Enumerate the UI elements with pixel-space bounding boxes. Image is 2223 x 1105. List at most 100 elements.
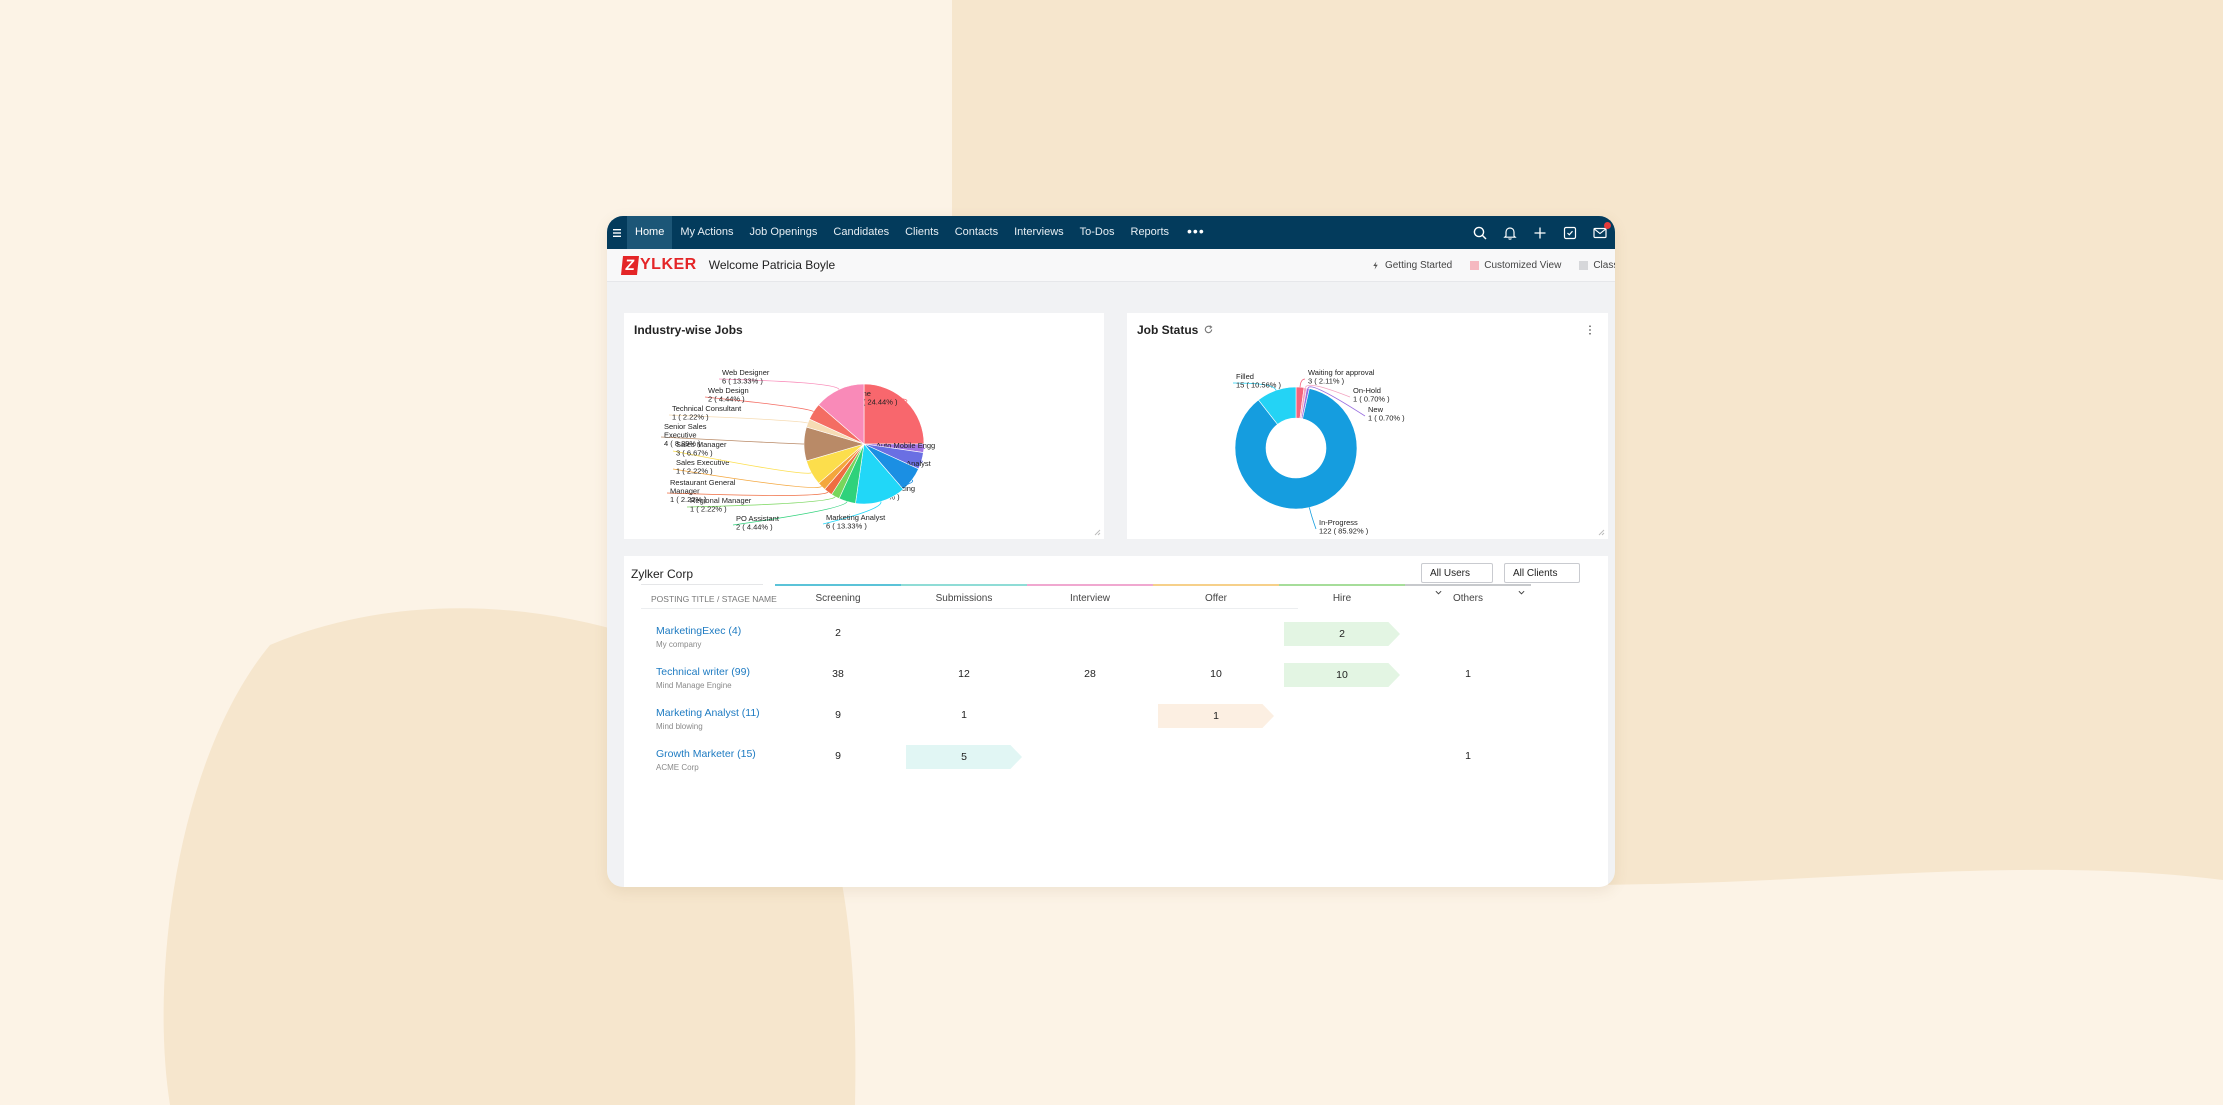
bell-icon[interactable] [1495,216,1525,249]
nav-candidates[interactable]: Candidates [833,226,890,238]
lightning-icon [1373,260,1378,270]
industry-label-po-assistant: PO Assistant [736,514,780,523]
getting-started-link[interactable]: Getting Started [1371,260,1452,271]
nav-clients[interactable]: Clients [905,226,939,238]
job-title-link[interactable]: MarketingExec (4) [656,625,742,637]
stage-highlight-submissions[interactable]: 5 [906,745,1022,769]
stage-line-submissions [901,584,1027,586]
industry-slice-web-designer[interactable] [818,383,865,445]
industry-value-web-design: 2 ( 4.44% ) [708,395,745,404]
nav-interviews[interactable]: Interviews [1014,226,1064,238]
nav-more-button[interactable]: ••• [1187,223,1205,239]
stage-count-others[interactable]: 1 [1465,750,1471,762]
nav-job-openings[interactable]: Job Openings [749,226,818,238]
stage-line-hire [1279,584,1405,586]
plus-icon[interactable] [1525,216,1555,249]
stage-line-others [1405,584,1531,586]
industry-value-web-designer: 6 ( 13.33% ) [722,377,763,386]
stage-highlight-offer[interactable]: 1 [1158,704,1274,728]
status-label-waiting-for-approval: Waiting for approval [1308,368,1375,377]
app-window: Home My Actions Job Openings Candidates … [607,216,1615,887]
logo-wordmark: YLKER [640,256,697,273]
all-users-dropdown[interactable]: All Users [1421,563,1493,595]
stage-header-others: Others [1452,593,1483,604]
status-leader-on-hold [1305,384,1351,398]
stage-header-screening: Screening [815,593,861,604]
nav-reports[interactable]: Reports [1130,226,1170,238]
stage-count-screening[interactable]: 9 [835,709,841,721]
job-title-link[interactable]: Technical writer (99) [656,666,750,678]
industry-label-restaurant-general-manager: Restaurant General [670,478,736,487]
refresh-icon[interactable] [1203,324,1214,335]
pipeline-card: Zylker Corp All Users All Clients POSTIN… [624,556,1608,887]
industry-value-senior-sales-executive: 4 ( 8.89% ) [664,439,701,448]
nav-home[interactable]: Home [627,216,673,249]
industry-value-restaurant-general-manager: 1 ( 2.22% ) [670,495,707,504]
status-label-on-hold: On-Hold [1353,386,1381,395]
stage-count-submissions[interactable]: 12 [958,668,970,680]
classic-view-link[interactable]: Classic V [1579,260,1615,271]
nav-contacts[interactable]: Contacts [954,226,999,238]
status-slice-filled[interactable] [1257,386,1297,425]
industry-label-web-designer: Web Designer [722,368,770,377]
industry-slice-none[interactable] [863,383,925,445]
client-name: ACME Corp [656,763,699,772]
industry-label-sales-manager: Sales Manager [676,440,727,449]
industry-value-marketing-analyst: 6 ( 13.33% ) [826,522,867,531]
stage-highlight-hire[interactable]: 10 [1284,663,1400,687]
stage-count-submissions[interactable]: 1 [961,709,967,721]
stage-count-screening[interactable]: 9 [835,750,841,762]
customized-view-label: Customized View [1484,259,1562,271]
logo-mark: Z [621,255,639,275]
customized-view-swatch-icon [1470,260,1480,270]
status-slice-in-progress[interactable] [1234,388,1358,510]
client-name: My company [656,640,702,649]
resize-handle-icon[interactable] [1597,528,1605,536]
status-value-filled: 15 ( 10.56% ) [1236,381,1282,390]
getting-started-label: Getting Started [1384,259,1453,271]
stage-highlight-hire[interactable]: 2 [1284,622,1400,646]
industry-leader-senior-sales-executive [660,436,805,445]
stage-header-submissions: Submissions [935,593,993,604]
job-title-link[interactable]: Growth Marketer (15) [656,748,756,760]
industry-pie-chart: None11 ( 24.44% )Auto Mobile Engg1 ( 2.2… [660,368,935,532]
nav-my-actions[interactable]: My Actions [680,226,734,238]
stage-count-others[interactable]: 1 [1465,668,1471,680]
stage-count-screening[interactable]: 38 [832,668,844,680]
client-name: Mind Manage Engine [656,681,732,690]
stage-count-interview[interactable]: 28 [1084,668,1096,680]
search-icon[interactable] [1465,216,1495,249]
stage-count-offer[interactable]: 10 [1210,668,1222,680]
status-value-new: 1 ( 0.70% ) [1368,414,1405,423]
hamburger-menu-icon[interactable] [607,216,627,249]
industry-label-restaurant-general-manager: Manager [670,487,700,496]
stage-header-offer: Offer [1204,593,1228,604]
all-users-label: All Users [1430,568,1471,579]
industry-leader-sales-executive [672,468,822,488]
job-title-link[interactable]: Marketing Analyst (11) [656,707,760,719]
stage-count-screening[interactable]: 2 [835,627,841,639]
client-name: Mind blowing [656,722,703,731]
industry-chart-title: Industry-wise Jobs [634,323,743,337]
nav-to-dos[interactable]: To-Dos [1079,226,1115,238]
all-clients-dropdown[interactable]: All Clients [1504,563,1580,595]
mail-icon[interactable] [1585,216,1615,249]
resize-handle-icon[interactable] [1093,528,1101,536]
status-label-in-progress: In-Progress [1319,518,1358,527]
customized-view-link[interactable]: Customized View [1470,260,1561,271]
industry-leader-technical-consultant [668,414,808,424]
more-options-icon[interactable] [1588,325,1592,335]
stage-line-screening [775,584,901,586]
industry-wise-jobs-card: Industry-wise Jobs None11 ( 24.44% )Auto… [624,313,1104,539]
status-leader-new [1307,386,1366,417]
calendar-icon[interactable] [1555,216,1585,249]
stage-header-interview: Interview [1069,593,1110,604]
industry-value-technical-consultant: 1 ( 2.22% ) [672,413,709,422]
chevron-down-icon [1435,590,1442,595]
status-value-waiting-for-approval: 3 ( 2.11% ) [1308,377,1345,386]
industry-label-marketing-analyst: Marketing Analyst [826,513,886,522]
industry-leader-restaurant-general-manager [666,491,829,496]
industry-leader-po-assistant [732,501,848,526]
industry-value-sales-manager: 3 ( 6.67% ) [676,449,713,458]
